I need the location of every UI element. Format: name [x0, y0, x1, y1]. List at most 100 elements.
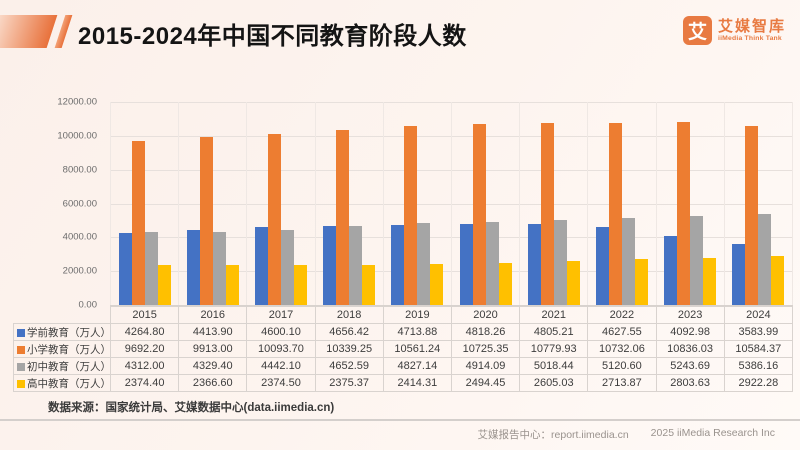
- bar-group-2020: [452, 102, 521, 305]
- y-tick-label: 8000.00: [62, 164, 97, 176]
- y-tick-label: 2000.00: [62, 265, 97, 277]
- value-cell: 2374.50: [246, 374, 316, 392]
- legend-swatch: [17, 328, 25, 337]
- bar: [281, 229, 294, 305]
- bar: [336, 130, 350, 305]
- bar: [527, 223, 541, 305]
- year-cell: 2019: [382, 306, 452, 324]
- bar-group-2024: [725, 102, 794, 305]
- bar: [131, 141, 145, 305]
- bar: [553, 220, 567, 305]
- bar: [323, 226, 337, 305]
- table-row: 学前教育（万人） 4264.80 4413.90 4600.10 4656.42 4713…: [13, 323, 794, 341]
- source-note: 数据来源：国家统计局、艾媒数据中心(data.iimedia.cn): [48, 402, 335, 414]
- logo: 艾 艾媒智库 iiMedia Think Tank: [682, 16, 786, 45]
- y-tick-label: 0.00: [78, 299, 98, 311]
- bar-group-2023: [657, 102, 725, 305]
- year-cell: 2024: [723, 306, 794, 324]
- year-cell: 2016: [178, 306, 248, 324]
- footer-report-center: 艾媒报告中心：report.iimedia.cn: [477, 429, 629, 441]
- title-decoration-stripe: [54, 15, 73, 48]
- footer: 艾媒报告中心：report.iimedia.cn 2025 iiMedia Re…: [478, 427, 775, 442]
- legend-cell: 学前教育（万人）: [13, 323, 111, 341]
- bar: [144, 232, 158, 305]
- value-cell: 2922.28: [723, 374, 794, 392]
- bar: [703, 257, 717, 305]
- year-cell: 2022: [587, 306, 657, 324]
- bar: [745, 125, 759, 305]
- legend-swatch: [17, 345, 25, 354]
- value-cell: 4312.00: [109, 357, 180, 375]
- table-row: 小学教育（万人） 9692.20 9913.00 10093.70 10339.25 10…: [13, 340, 794, 358]
- bar: [212, 231, 226, 305]
- value-cell: 4329.40: [178, 357, 248, 375]
- logo-icon: 艾: [682, 16, 712, 45]
- year-cell: 2017: [246, 306, 316, 324]
- value-cell: 4713.88: [382, 323, 452, 341]
- value-cell: 4264.80: [109, 323, 180, 341]
- table-row: 初中教育（万人） 4312.00 4329.40 4442.10 4652.59 4827…: [13, 357, 794, 375]
- data-table: 2015 2016 2017 2018 2019 2020 2021 2022 2023 2024…: [13, 306, 794, 392]
- plot-area: [110, 102, 794, 306]
- value-cell: 5018.44: [519, 357, 589, 375]
- value-cell: 4805.21: [519, 323, 589, 341]
- bar: [391, 225, 405, 305]
- legend-swatch: [17, 379, 25, 388]
- bar: [294, 264, 307, 305]
- y-tick-label: 10000.00: [57, 130, 97, 142]
- footer-copyright: 2025 iiMedia Research Inc: [650, 427, 775, 439]
- gridline: [110, 305, 793, 306]
- value-cell: 2713.87: [587, 374, 657, 392]
- bar: [609, 123, 623, 305]
- value-cell: 5386.16: [723, 357, 794, 375]
- bar: [268, 134, 281, 305]
- bar: [417, 223, 431, 305]
- y-tick-label: 4000.00: [62, 231, 97, 243]
- value-cell: 2374.40: [109, 374, 180, 392]
- value-cell: 4413.90: [178, 323, 248, 341]
- bar: [622, 218, 636, 305]
- value-cell: 2803.63: [655, 374, 725, 392]
- y-axis-labels: 0.00 2000.00 4000.00 6000.00 8000.00 10000.00…: [13, 97, 103, 311]
- bar-group-2015: [110, 102, 180, 305]
- y-tick-label: 12000.00: [57, 96, 97, 108]
- value-cell: 3583.99: [723, 323, 794, 341]
- bar: [430, 264, 444, 305]
- bar: [459, 223, 473, 305]
- bar: [118, 232, 132, 305]
- value-cell: 4600.10: [246, 323, 316, 341]
- value-cell: 4442.10: [246, 357, 316, 375]
- bar-group-2021: [520, 102, 589, 305]
- value-cell: 2375.37: [314, 374, 384, 392]
- title-decoration-block: [0, 15, 58, 48]
- value-cell: 5243.69: [655, 357, 725, 375]
- bar: [566, 260, 580, 305]
- legend-cell: 高中教育（万人）: [13, 374, 111, 392]
- value-cell: 5120.60: [587, 357, 657, 375]
- bar: [664, 235, 678, 305]
- value-cell: 9913.00: [178, 340, 248, 358]
- bar-chart: 0.00 2000.00 4000.00 6000.00 8000.00 10000.00…: [13, 97, 794, 311]
- legend-cell: 初中教育（万人）: [13, 357, 111, 375]
- value-cell: 4656.42: [314, 323, 384, 341]
- bar: [758, 213, 772, 305]
- year-cell: 2021: [519, 306, 589, 324]
- value-cell: 2414.31: [382, 374, 452, 392]
- value-cell: 10779.93: [519, 340, 589, 358]
- value-cell: 10725.35: [450, 340, 521, 358]
- bar: [771, 255, 785, 305]
- bar-group-2022: [588, 102, 657, 305]
- value-cell: 2494.45: [450, 374, 521, 392]
- value-cell: 2366.60: [178, 374, 248, 392]
- page-title: 2015-2024年中国不同教育阶段人数: [78, 23, 467, 50]
- bar: [485, 221, 499, 305]
- value-cell: 4652.59: [314, 357, 384, 375]
- bar: [635, 259, 649, 305]
- bar-group-2017: [247, 102, 316, 305]
- bar: [540, 122, 554, 305]
- legend-cell: 小学教育（万人）: [13, 340, 111, 358]
- year-cell: 2023: [655, 306, 725, 324]
- bar: [677, 121, 691, 305]
- bar: [472, 123, 486, 305]
- bar-group-2016: [179, 102, 248, 305]
